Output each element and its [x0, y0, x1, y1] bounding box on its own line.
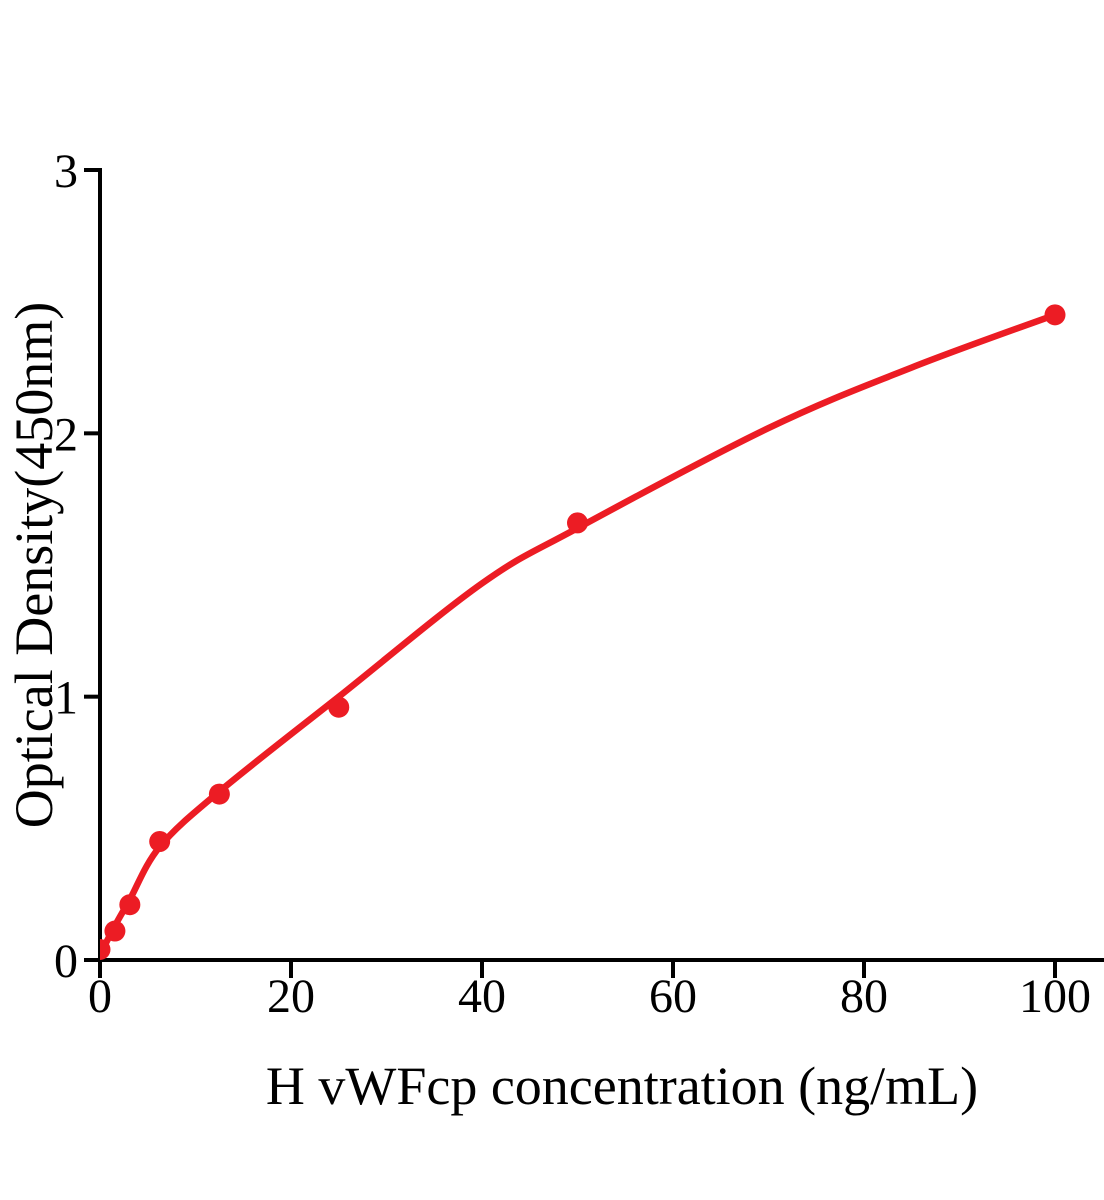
x-axis-title: H vWFcp concentration (ng/mL) — [265, 1056, 979, 1116]
y-tick-label: 2 — [54, 408, 78, 461]
standard-curve-line — [100, 311, 1059, 958]
data-point-marker — [208, 783, 230, 805]
data-point-marker — [104, 920, 126, 942]
plot-contents — [100, 304, 1066, 960]
data-point-marker — [1044, 304, 1066, 326]
x-tick-label: 60 — [649, 970, 697, 1023]
data-point-marker — [567, 512, 588, 534]
x-tick-label: 100 — [1019, 970, 1091, 1023]
y-tick-label: 1 — [54, 672, 78, 725]
y-tick-label: 0 — [54, 935, 78, 988]
data-point-marker — [119, 894, 141, 916]
x-tick-label: 40 — [458, 970, 506, 1023]
x-tick-label: 80 — [840, 970, 888, 1023]
data-point-marker — [328, 696, 350, 718]
x-tick-label: 0 — [88, 970, 112, 1023]
x-tick-label: 20 — [267, 970, 315, 1023]
y-axis-title: Optical Density(450nm) — [4, 301, 64, 829]
data-point-marker — [100, 938, 111, 960]
y-tick-label: 3 — [54, 145, 78, 198]
data-point-marker — [149, 831, 171, 853]
